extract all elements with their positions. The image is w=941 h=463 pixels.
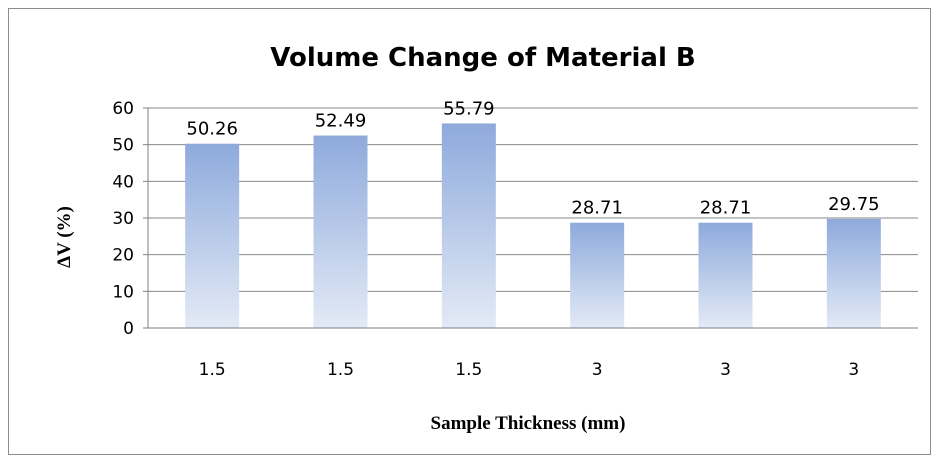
bar: [826, 218, 881, 328]
y-tick-label: 0: [123, 319, 134, 339]
x-tick-labels: 1.5 1.5 1.5 3 3 3: [199, 360, 860, 380]
data-label: 55.79: [443, 98, 495, 119]
chart-title: Volume Change of Material B: [270, 43, 695, 73]
y-tick-label: 40: [112, 172, 134, 192]
x-tick-label: 3: [848, 360, 859, 380]
y-tick-label: 30: [112, 209, 134, 229]
y-axis-label: ΔV (%): [54, 206, 75, 268]
gridlines: [148, 107, 918, 292]
bar: [698, 222, 753, 328]
y-tick-label: 20: [112, 246, 134, 266]
x-tick-label: 1.5: [455, 360, 482, 380]
x-tick-label: 1.5: [327, 360, 354, 380]
bar: [570, 222, 625, 328]
data-label: 28.71: [700, 198, 752, 219]
y-tick-label: 50: [112, 136, 134, 156]
bars: [185, 123, 881, 328]
x-axis-label: Sample Thickness (mm): [431, 413, 626, 434]
data-label: 50.26: [186, 119, 238, 140]
y-tick-label: 10: [112, 282, 134, 302]
data-labels: 50.26 52.49 55.79 28.71 28.71 29.75: [186, 98, 879, 218]
x-tick-label: 3: [592, 360, 603, 380]
y-tick-labels: 0 10 20 30 40 50 60: [112, 99, 134, 339]
x-tick-label: 3: [720, 360, 731, 380]
bar: [441, 123, 496, 328]
x-tick-label: 1.5: [199, 360, 226, 380]
bar: [185, 143, 240, 328]
data-label: 28.71: [571, 198, 623, 219]
bar: [313, 135, 368, 328]
axes: [143, 107, 918, 329]
data-label: 29.75: [828, 194, 880, 215]
y-tick-label: 60: [112, 99, 134, 119]
data-label: 52.49: [315, 111, 367, 132]
